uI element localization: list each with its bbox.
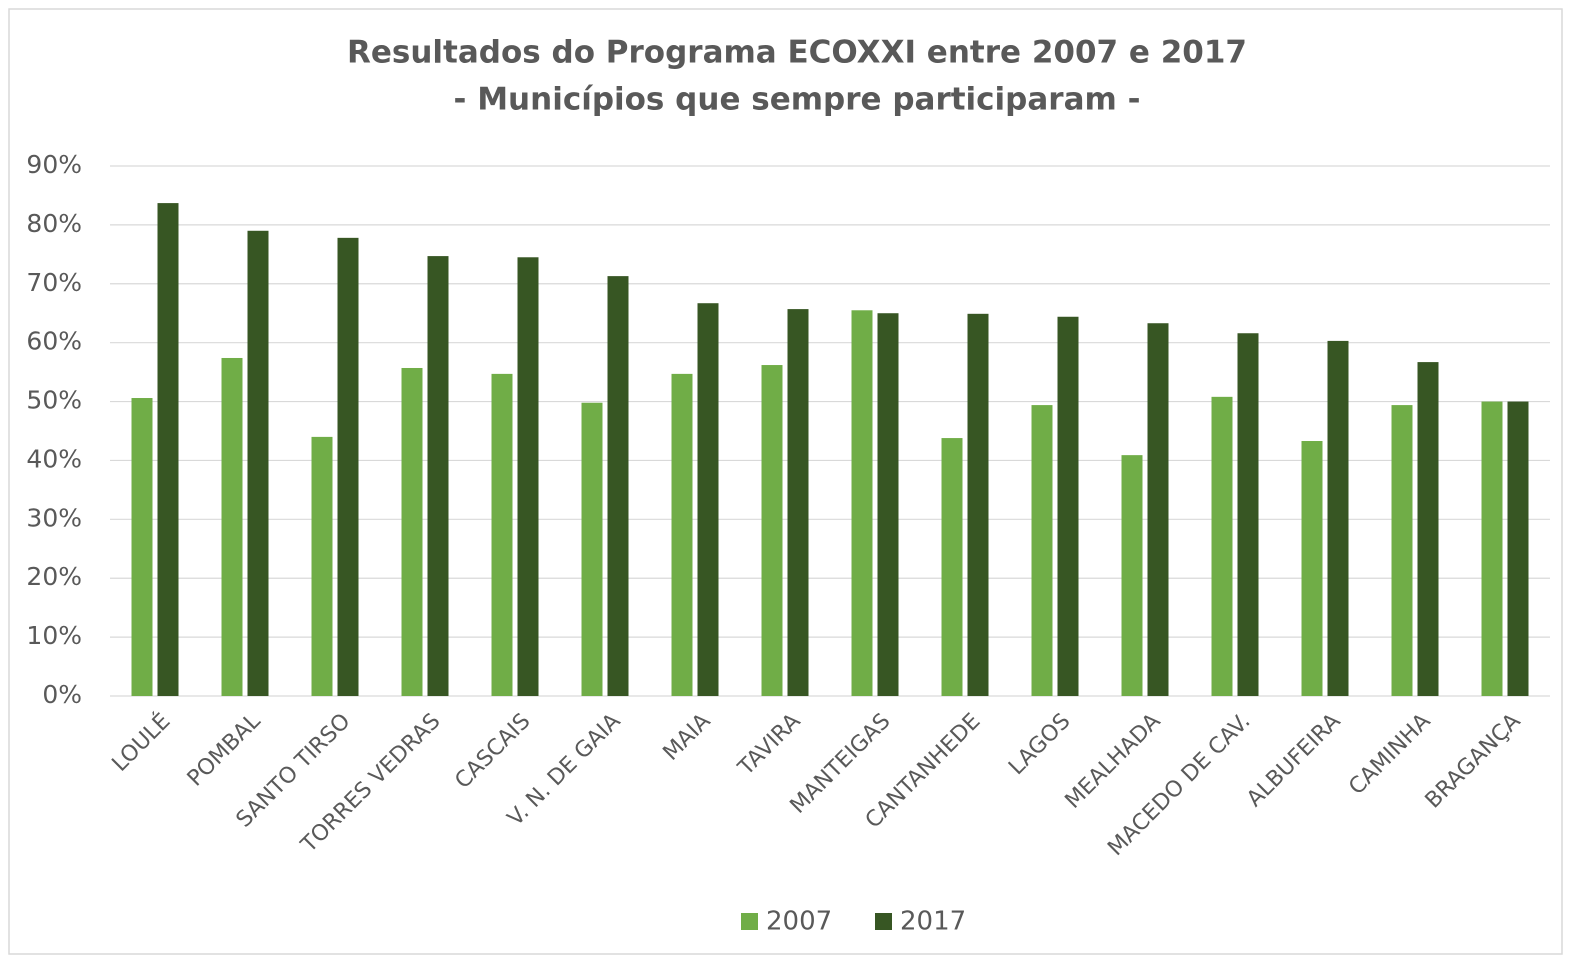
legend-swatch (875, 913, 892, 930)
legend-label: 2017 (900, 907, 966, 937)
bar (1327, 340, 1349, 696)
chart-title: Resultados do Programa ECOXXI entre 2007… (347, 35, 1247, 71)
y-tick-label: 30% (26, 503, 82, 532)
y-tick-label: 0% (42, 680, 82, 709)
bar (877, 313, 899, 696)
bar (157, 203, 179, 696)
bar (311, 436, 333, 696)
bar (1417, 362, 1439, 696)
y-tick-label: 40% (26, 444, 82, 473)
bar (697, 303, 719, 696)
y-tick-label: 70% (26, 268, 82, 297)
y-tick-label: 90% (26, 150, 82, 179)
bar (221, 357, 243, 696)
bar (607, 276, 629, 696)
y-tick-label: 10% (26, 621, 82, 650)
bar (247, 230, 269, 696)
bar (1211, 396, 1233, 696)
chart-subtitle: - Municípios que sempre participaram - (454, 82, 1141, 118)
y-tick-label: 60% (26, 327, 82, 356)
bar (761, 365, 783, 696)
bar (1057, 316, 1079, 696)
bar (851, 310, 873, 696)
bar (787, 309, 809, 696)
bar (337, 237, 359, 696)
bar (131, 398, 153, 696)
bar (1237, 333, 1259, 696)
legend-swatch (741, 913, 758, 930)
bar (671, 373, 693, 696)
bar (1147, 323, 1169, 696)
y-tick-label: 50% (26, 386, 82, 415)
bar (427, 256, 449, 696)
bar (401, 367, 423, 696)
bar (941, 438, 963, 696)
bar (1301, 441, 1323, 696)
bar (1507, 401, 1529, 696)
bar (1121, 455, 1143, 696)
bar (1031, 405, 1053, 696)
bar (581, 402, 603, 696)
bar (491, 373, 513, 696)
bar (967, 313, 989, 696)
bar (1481, 401, 1503, 696)
bar (1391, 405, 1413, 696)
bar (517, 257, 539, 696)
y-tick-label: 20% (26, 562, 82, 591)
y-tick-label: 80% (26, 209, 82, 238)
legend-label: 2007 (766, 907, 832, 937)
